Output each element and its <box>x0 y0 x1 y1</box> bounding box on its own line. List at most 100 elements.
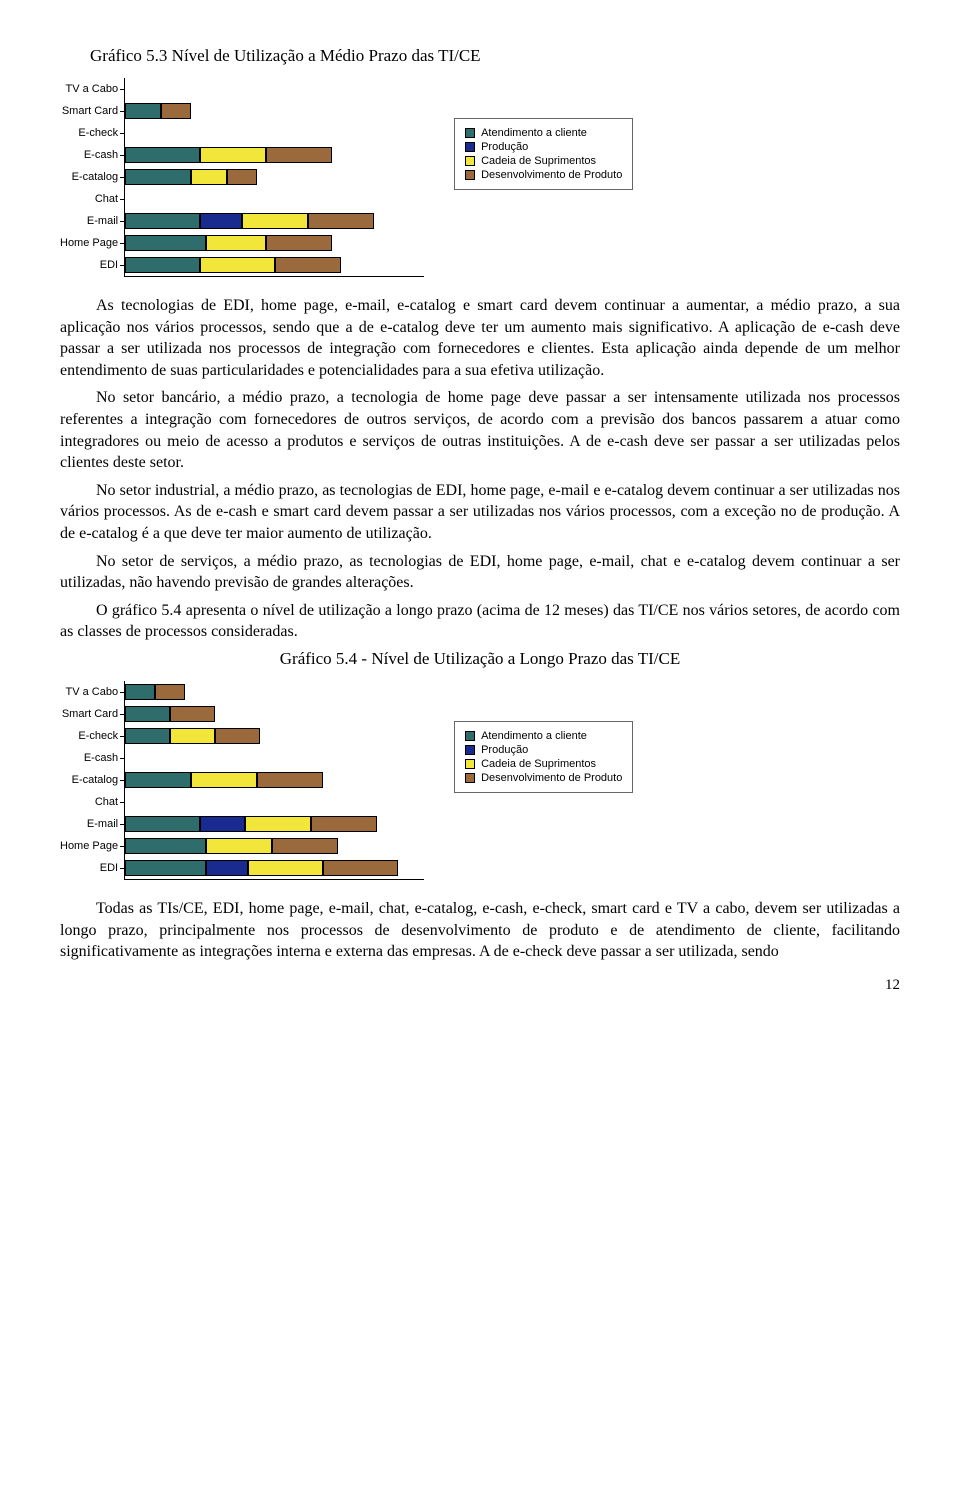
bar-segment-producao <box>206 860 248 876</box>
chart54-title: Gráfico 5.4 - Nível de Utilização a Long… <box>60 649 900 669</box>
bar-stack <box>125 838 338 854</box>
chart53-ylabels: TV a CaboSmart CardE-checkE-cashE-catalo… <box>60 78 124 276</box>
bar-segment-cadeia <box>206 838 272 854</box>
chart53-legend: Atendimento a cliente Produção Cadeia de S… <box>454 118 633 190</box>
chart53-title: Gráfico 5.3 Nível de Utilização a Médio … <box>60 46 900 66</box>
bar-segment-atendimento <box>125 860 206 876</box>
y-axis-label: E-cash <box>60 144 118 166</box>
paragraph-5: O gráfico 5.4 apresenta o nível de utili… <box>60 600 900 643</box>
bar-stack <box>125 103 191 119</box>
legend-label: Cadeia de Suprimentos <box>481 758 596 770</box>
legend-swatch <box>465 731 475 741</box>
bar-segment-atendimento <box>125 257 200 273</box>
bar-segment-atendimento <box>125 103 161 119</box>
y-axis-label: TV a Cabo <box>60 78 118 100</box>
legend-label: Desenvolvimento de Produto <box>481 772 622 784</box>
legend-label: Produção <box>481 141 528 153</box>
y-axis-label: E-cash <box>60 747 118 769</box>
bar-stack <box>125 816 377 832</box>
bar-segment-atendimento <box>125 213 200 229</box>
bar-segment-atendimento <box>125 816 200 832</box>
bar-segment-desenvolvimento <box>308 213 374 229</box>
chart-row <box>125 166 424 188</box>
chart-row <box>125 210 424 232</box>
bar-segment-cadeia <box>191 169 227 185</box>
chart53: TV a CaboSmart CardE-checkE-cashE-catalo… <box>60 78 900 277</box>
bar-segment-desenvolvimento <box>215 728 260 744</box>
chart54-ylabels: TV a CaboSmart CardE-checkE-cashE-catalo… <box>60 681 124 879</box>
bar-segment-atendimento <box>125 169 191 185</box>
y-axis-label: EDI <box>60 857 118 879</box>
legend-swatch <box>465 170 475 180</box>
bar-segment-desenvolvimento <box>170 706 215 722</box>
chart-row <box>125 835 424 857</box>
legend-label: Atendimento a cliente <box>481 730 587 742</box>
bar-segment-desenvolvimento <box>266 147 332 163</box>
bar-segment-cadeia <box>248 860 323 876</box>
chart-row <box>125 791 424 813</box>
chart54-legend: Atendimento a cliente Produção Cadeia de S… <box>454 721 633 793</box>
chart53-plot <box>124 78 424 277</box>
y-axis-label: E-catalog <box>60 166 118 188</box>
bar-segment-desenvolvimento <box>323 860 398 876</box>
bar-segment-atendimento <box>125 772 191 788</box>
y-axis-label: Home Page <box>60 835 118 857</box>
bar-stack <box>125 169 257 185</box>
bar-segment-atendimento <box>125 838 206 854</box>
legend-label: Produção <box>481 744 528 756</box>
legend-swatch <box>465 759 475 769</box>
bar-stack <box>125 213 374 229</box>
legend-swatch <box>465 128 475 138</box>
chart-row <box>125 122 424 144</box>
bar-segment-desenvolvimento <box>266 235 332 251</box>
bar-segment-desenvolvimento <box>311 816 377 832</box>
legend-label: Desenvolvimento de Produto <box>481 169 622 181</box>
chart-row <box>125 254 424 276</box>
bar-segment-cadeia <box>242 213 308 229</box>
bar-segment-desenvolvimento <box>161 103 191 119</box>
bar-stack <box>125 235 332 251</box>
chart-row <box>125 747 424 769</box>
bar-stack <box>125 860 398 876</box>
bar-segment-cadeia <box>170 728 215 744</box>
y-axis-label: E-mail <box>60 813 118 835</box>
y-axis-label: E-mail <box>60 210 118 232</box>
bar-segment-atendimento <box>125 684 155 700</box>
bar-stack <box>125 706 215 722</box>
bar-segment-producao <box>200 816 245 832</box>
legend-label: Cadeia de Suprimentos <box>481 155 596 167</box>
legend-item: Atendimento a cliente <box>465 730 622 742</box>
bar-segment-cadeia <box>200 147 266 163</box>
bar-segment-cadeia <box>191 772 257 788</box>
y-axis-label: Smart Card <box>60 100 118 122</box>
legend-swatch <box>465 142 475 152</box>
chart-row <box>125 232 424 254</box>
y-axis-label: Chat <box>60 188 118 210</box>
bar-segment-desenvolvimento <box>272 838 338 854</box>
legend-swatch <box>465 745 475 755</box>
y-axis-label: Smart Card <box>60 703 118 725</box>
paragraph-1: As tecnologias de EDI, home page, e-mail… <box>60 295 900 381</box>
bar-segment-atendimento <box>125 147 200 163</box>
bar-stack <box>125 772 323 788</box>
chart-row <box>125 78 424 100</box>
bar-segment-atendimento <box>125 706 170 722</box>
chart-row <box>125 188 424 210</box>
legend-item: Produção <box>465 141 622 153</box>
bar-segment-desenvolvimento <box>257 772 323 788</box>
page-number: 12 <box>60 977 900 994</box>
paragraph-2: No setor bancário, a médio prazo, a tecn… <box>60 387 900 473</box>
bar-stack <box>125 147 332 163</box>
legend-item: Produção <box>465 744 622 756</box>
bar-segment-cadeia <box>206 235 266 251</box>
legend-item: Atendimento a cliente <box>465 127 622 139</box>
bar-segment-producao <box>200 213 242 229</box>
legend-item: Cadeia de Suprimentos <box>465 758 622 770</box>
y-axis-label: E-check <box>60 122 118 144</box>
bar-segment-desenvolvimento <box>155 684 185 700</box>
bar-segment-desenvolvimento <box>275 257 341 273</box>
bar-stack <box>125 728 260 744</box>
legend-item: Desenvolvimento de Produto <box>465 169 622 181</box>
legend-item: Desenvolvimento de Produto <box>465 772 622 784</box>
chart54-plot <box>124 681 424 880</box>
